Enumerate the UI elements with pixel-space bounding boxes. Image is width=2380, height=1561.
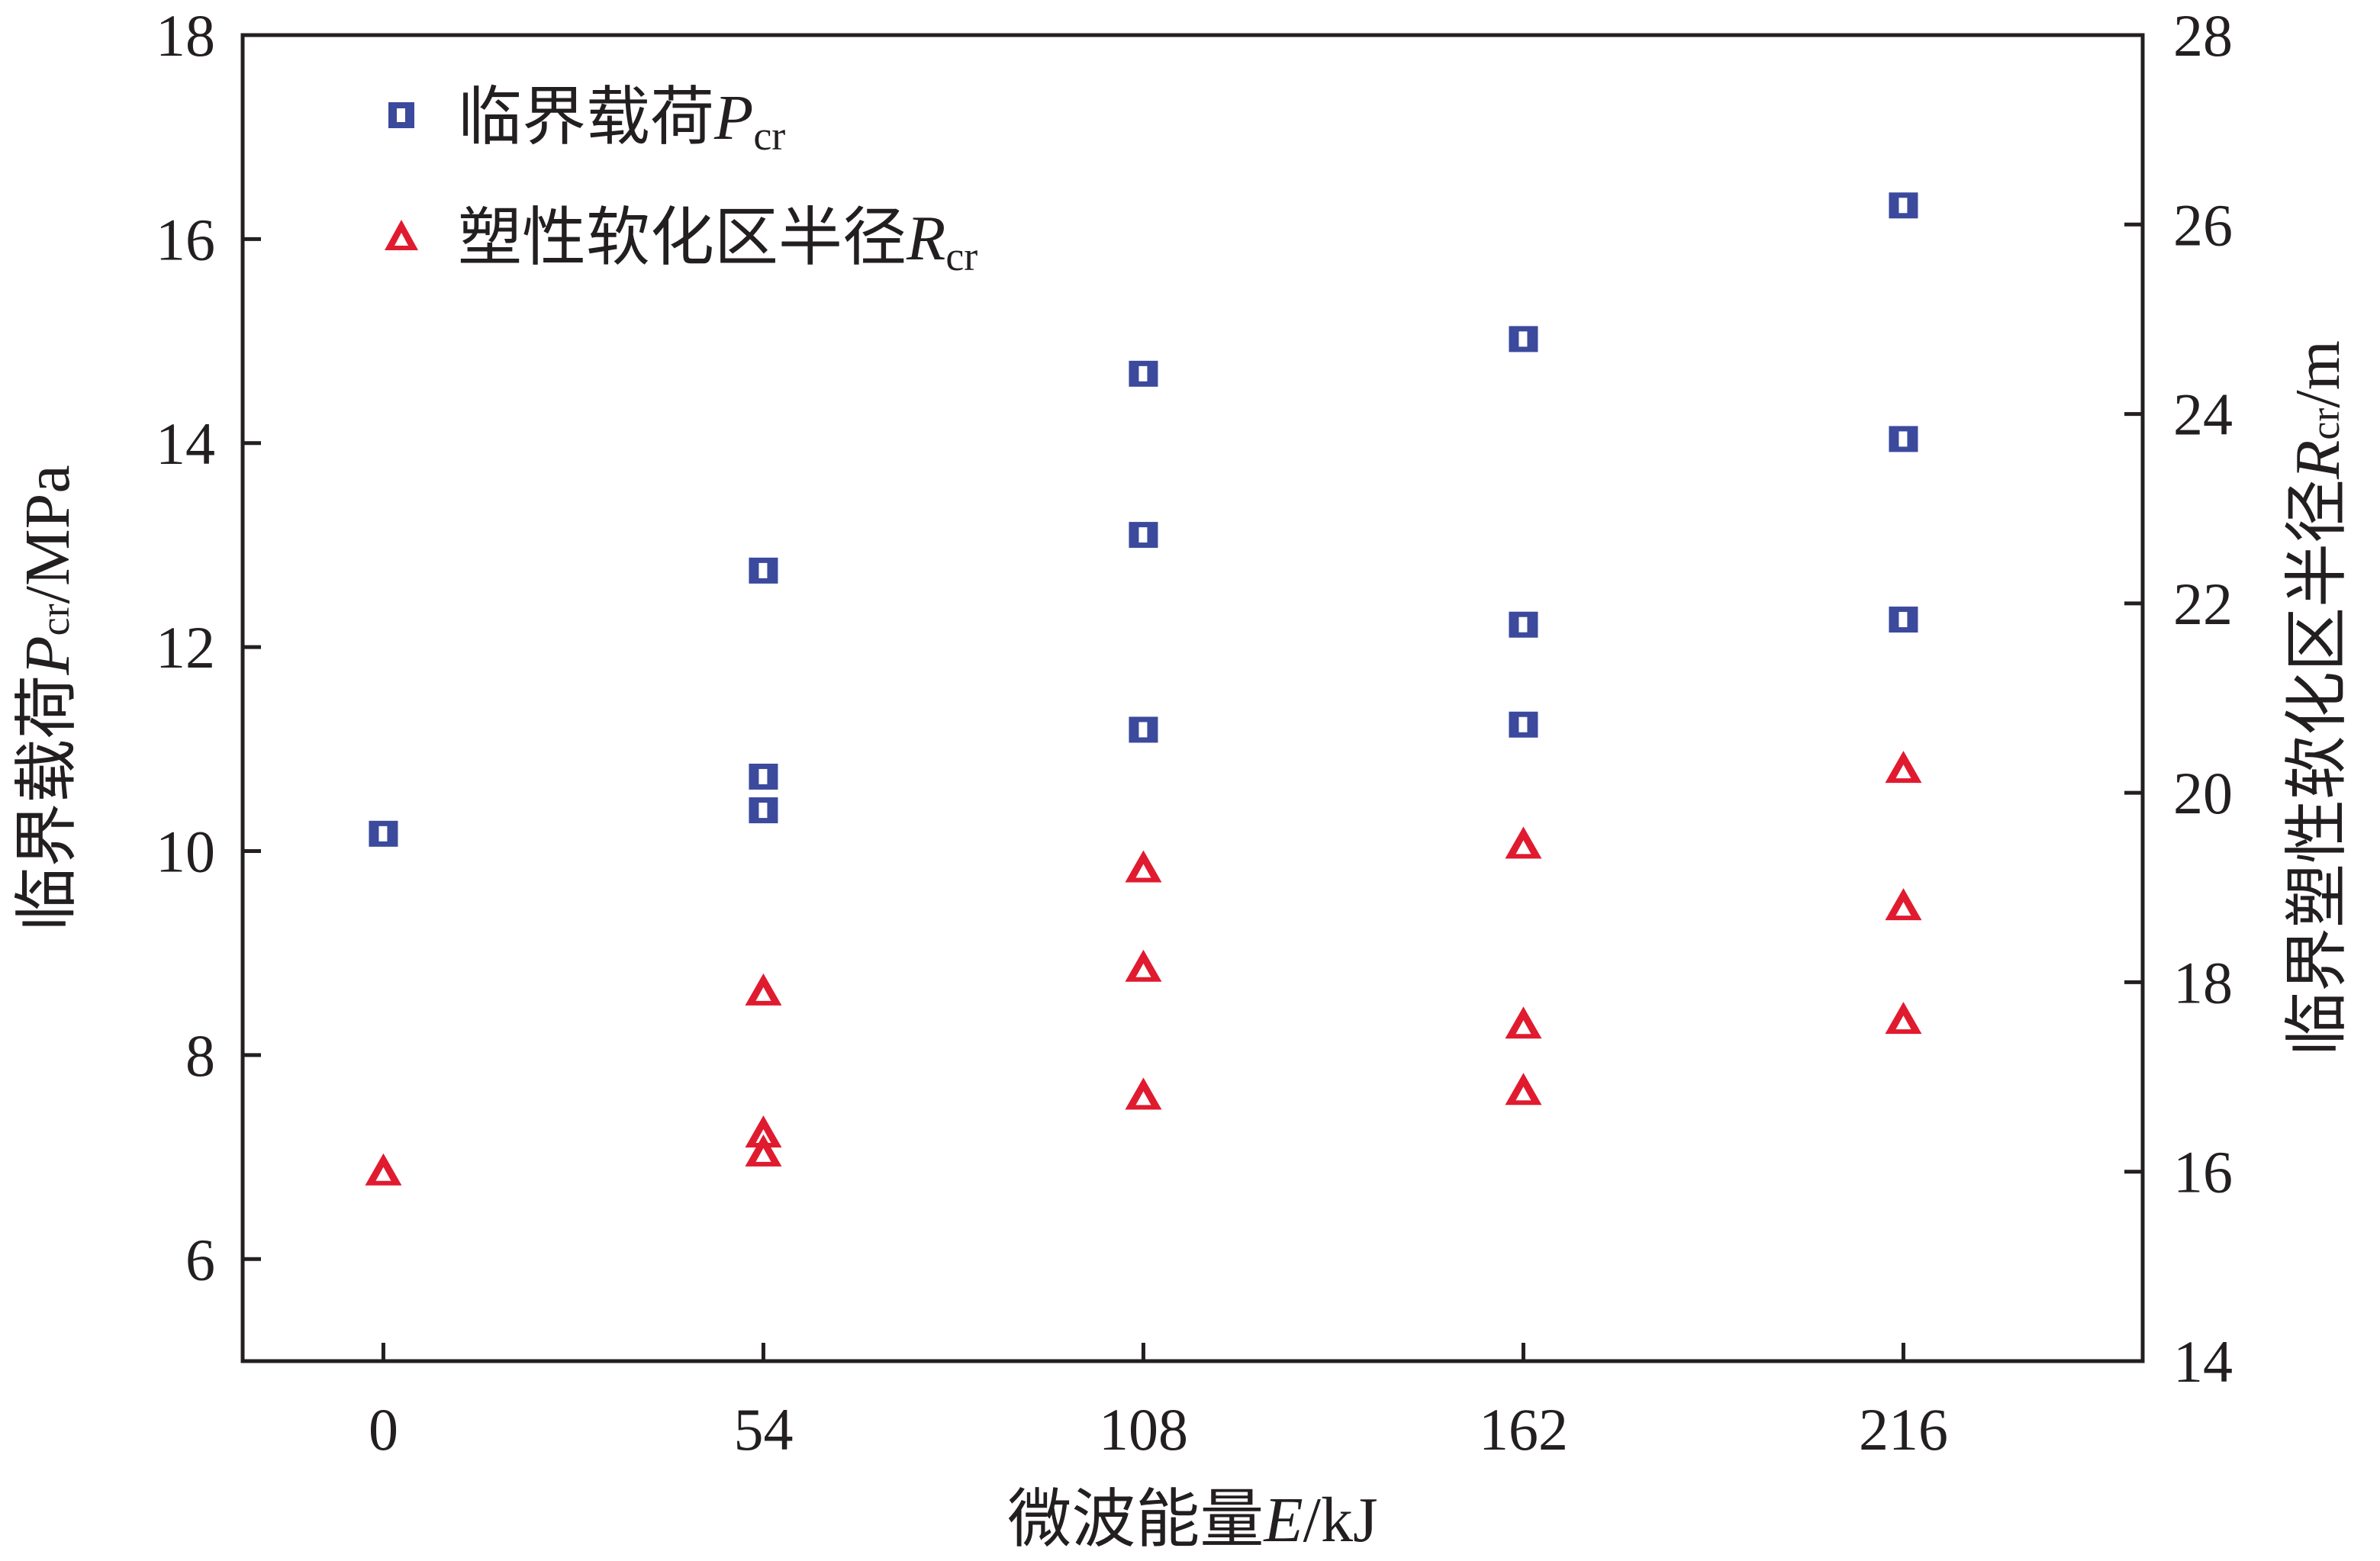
data-point-critical-load	[1889, 607, 1918, 633]
series-softening-radius	[365, 751, 1922, 1186]
data-point-critical-load	[1889, 426, 1918, 452]
series-critical-load	[369, 192, 1918, 847]
right-y-tick-label: 26	[2173, 192, 2233, 258]
x-tick-label: 0	[369, 1396, 398, 1463]
data-point-critical-load	[1509, 611, 1538, 638]
plot-frame	[240, 33, 2145, 1363]
x-axis-label: 微波能量E/kJ	[1007, 1482, 1377, 1556]
data-point-critical-load	[1889, 192, 1918, 219]
x-tick-label: 108	[1099, 1396, 1188, 1463]
left-y-tick-label: 18	[156, 2, 215, 69]
legend-label-softening-radius: 塑性软化区半径Rcr	[458, 200, 977, 279]
data-point-critical-load	[1129, 716, 1158, 743]
left-y-tick-label: 12	[156, 614, 215, 681]
legend-marker-square	[388, 102, 414, 128]
left-y-tick-label: 10	[156, 819, 215, 885]
left-y-tick-label: 8	[185, 1022, 215, 1089]
right-y-tick-label: 16	[2173, 1139, 2233, 1205]
right-y-tick-label: 20	[2173, 760, 2233, 826]
data-point-critical-load	[1129, 522, 1158, 549]
x-tick-label: 54	[733, 1396, 793, 1463]
left-y-tick-label: 6	[185, 1226, 215, 1292]
data-point-critical-load	[1129, 360, 1158, 387]
data-point-critical-load	[749, 763, 778, 790]
right-y-tick-label: 28	[2173, 2, 2233, 69]
data-point-critical-load	[369, 820, 398, 847]
left-y-axis-label: 临界载荷Pcr/MPa	[9, 465, 84, 931]
x-tick-label: 216	[1859, 1396, 1948, 1463]
data-point-softening-radius	[1505, 1006, 1542, 1039]
data-point-softening-radius	[1885, 888, 1922, 921]
right-y-tick-label: 24	[2173, 381, 2233, 448]
data-point-critical-load	[1509, 711, 1538, 738]
legend-marker-triangle	[385, 220, 418, 250]
data-point-softening-radius	[1125, 949, 1162, 982]
x-tick-label: 162	[1479, 1396, 1568, 1463]
left-y-axis: 6 8 10 12 14 16 18	[156, 2, 261, 1292]
right-y-tick-label: 22	[2173, 571, 2233, 637]
data-point-critical-load	[1509, 326, 1538, 352]
right-y-tick-label: 14	[2173, 1328, 2233, 1395]
data-point-softening-radius	[1885, 1002, 1922, 1035]
data-point-softening-radius	[1505, 826, 1542, 859]
x-axis: 0 54 108 162 216	[369, 1343, 1948, 1463]
data-point-softening-radius	[1125, 850, 1162, 883]
data-point-softening-radius	[1505, 1073, 1542, 1106]
legend: 临界载荷Pcr 塑性软化区半径Rcr	[385, 79, 977, 279]
right-y-tick-label: 18	[2173, 949, 2233, 1015]
data-point-softening-radius	[745, 973, 782, 1006]
data-point-softening-radius	[365, 1153, 402, 1186]
left-y-tick-label: 14	[156, 410, 215, 477]
data-point-softening-radius	[745, 1134, 782, 1167]
left-y-tick-label: 16	[156, 206, 215, 272]
right-y-axis: 14 16 18 20 22 24 26 28	[2124, 2, 2233, 1395]
data-point-critical-load	[749, 557, 778, 584]
legend-label-critical-load: 临界载荷Pcr	[458, 79, 785, 159]
right-y-axis-label: 临界塑性软化区半径Rcr/m	[2279, 340, 2354, 1056]
data-point-softening-radius	[1885, 751, 1922, 784]
data-point-softening-radius	[1125, 1077, 1162, 1110]
data-point-critical-load	[749, 797, 778, 824]
